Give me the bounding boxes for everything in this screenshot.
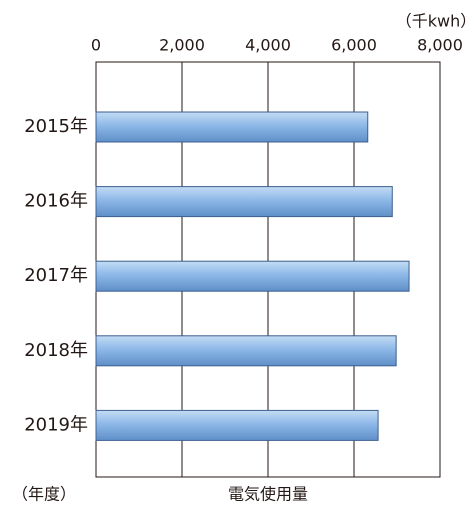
bar — [95, 260, 410, 292]
bar — [95, 186, 393, 218]
x-tick-label: 8,000 — [417, 36, 463, 55]
y-axis-label: （年度） — [12, 485, 76, 504]
bar — [95, 335, 397, 367]
y-tick-label: 2017年 — [24, 265, 88, 286]
bar — [95, 111, 369, 143]
x-tick-label: 4,000 — [245, 36, 291, 55]
unit-label: （千kwh） — [396, 12, 470, 31]
x-tick-label: 0 — [91, 36, 101, 55]
y-tick-label: 2019年 — [24, 414, 88, 435]
y-tick-label: 2016年 — [24, 191, 88, 212]
y-tick-label: 2015年 — [24, 116, 88, 137]
x-tick-label: 6,000 — [331, 36, 377, 55]
x-tick-label: 2,000 — [159, 36, 205, 55]
y-tick-label: 2018年 — [24, 340, 88, 361]
bar — [95, 409, 379, 441]
x-axis-label: 電気使用量 — [228, 485, 308, 504]
